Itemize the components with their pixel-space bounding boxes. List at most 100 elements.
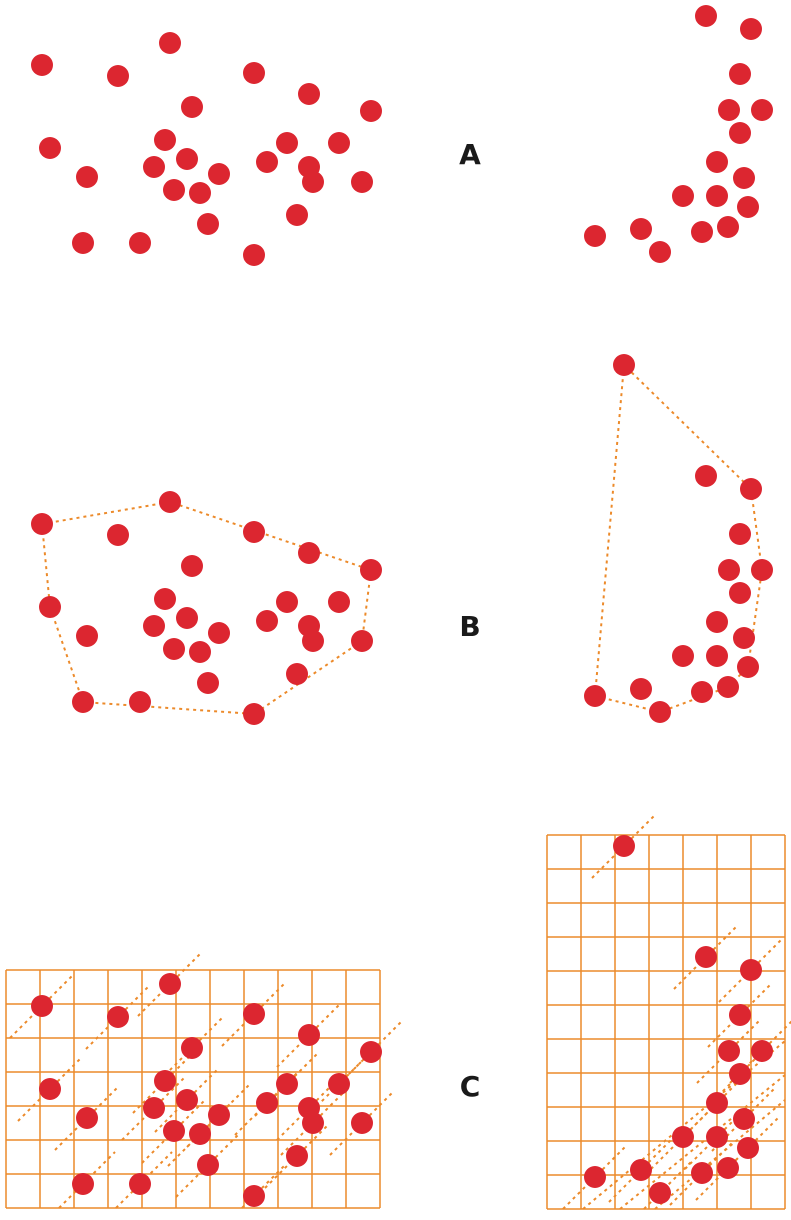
point-left-b xyxy=(159,491,181,513)
point-right-b xyxy=(613,354,635,376)
point-right-b xyxy=(737,656,759,678)
point-left-c xyxy=(208,1104,230,1126)
point-right-c xyxy=(706,1126,728,1148)
point-left-c xyxy=(328,1073,350,1095)
point-left-c xyxy=(197,1154,219,1176)
point-left-a xyxy=(351,171,373,193)
diagonal-connector xyxy=(620,1075,785,1209)
point-left-c xyxy=(276,1073,298,1095)
point-left-a xyxy=(286,204,308,226)
point-right-a xyxy=(672,185,694,207)
point-left-c xyxy=(351,1112,373,1134)
point-right-a xyxy=(718,99,740,121)
point-right-b xyxy=(584,685,606,707)
point-right-b xyxy=(717,676,739,698)
point-right-c xyxy=(691,1162,713,1184)
point-right-a xyxy=(706,151,728,173)
point-left-b xyxy=(129,691,151,713)
point-left-b xyxy=(181,555,203,577)
point-right-b xyxy=(729,582,751,604)
point-right-a xyxy=(737,196,759,218)
point-left-a xyxy=(181,96,203,118)
point-left-b xyxy=(107,524,129,546)
point-left-b xyxy=(176,607,198,629)
point-left-c xyxy=(176,1089,198,1111)
point-left-a xyxy=(159,32,181,54)
point-left-c xyxy=(302,1112,324,1134)
point-right-a xyxy=(649,241,671,263)
point-left-c xyxy=(189,1123,211,1145)
point-left-a xyxy=(176,148,198,170)
point-right-b xyxy=(672,645,694,667)
point-right-a xyxy=(729,122,751,144)
point-left-a xyxy=(72,232,94,254)
point-left-b xyxy=(276,591,298,613)
point-right-a xyxy=(717,216,739,238)
point-right-a xyxy=(751,99,773,121)
point-left-a xyxy=(302,171,324,193)
point-left-c xyxy=(181,1037,203,1059)
point-left-a xyxy=(76,166,98,188)
point-left-c xyxy=(39,1078,61,1100)
point-right-b xyxy=(718,559,740,581)
label-c: C xyxy=(460,1070,481,1103)
point-left-a xyxy=(154,129,176,151)
point-right-b xyxy=(751,559,773,581)
point-left-c xyxy=(154,1070,176,1092)
point-left-a xyxy=(243,62,265,84)
point-left-b xyxy=(197,672,219,694)
point-left-b xyxy=(328,591,350,613)
point-left-a xyxy=(256,151,278,173)
point-left-c xyxy=(143,1097,165,1119)
point-left-b xyxy=(154,588,176,610)
point-left-b xyxy=(39,596,61,618)
point-left-b xyxy=(298,542,320,564)
point-left-a xyxy=(163,179,185,201)
point-right-b xyxy=(733,627,755,649)
point-left-b xyxy=(302,630,324,652)
point-left-b xyxy=(72,691,94,713)
point-left-a xyxy=(189,182,211,204)
point-left-a xyxy=(360,100,382,122)
point-right-c xyxy=(733,1108,755,1130)
point-left-c xyxy=(107,1006,129,1028)
point-left-c xyxy=(243,1185,265,1207)
point-right-b xyxy=(691,681,713,703)
point-left-c xyxy=(159,973,181,995)
point-right-b xyxy=(695,465,717,487)
diagonal-connector xyxy=(655,1100,785,1209)
point-left-a xyxy=(143,156,165,178)
point-left-c xyxy=(163,1120,185,1142)
point-right-a xyxy=(729,63,751,85)
point-right-a xyxy=(695,5,717,27)
point-right-c xyxy=(613,835,635,857)
point-left-b xyxy=(76,625,98,647)
point-right-c xyxy=(729,1063,751,1085)
point-right-b xyxy=(706,611,728,633)
point-left-c xyxy=(31,995,53,1017)
point-left-b xyxy=(208,622,230,644)
point-left-b xyxy=(286,663,308,685)
panel-c-grid-overlay xyxy=(6,814,791,1209)
label-b: B xyxy=(459,610,480,643)
point-left-a xyxy=(298,83,320,105)
point-left-c xyxy=(256,1092,278,1114)
point-left-c xyxy=(129,1173,151,1195)
point-left-a xyxy=(31,54,53,76)
point-right-c xyxy=(584,1166,606,1188)
point-right-a xyxy=(706,185,728,207)
point-left-c xyxy=(360,1041,382,1063)
point-left-c xyxy=(286,1145,308,1167)
point-right-c xyxy=(751,1040,773,1062)
point-right-c xyxy=(672,1126,694,1148)
point-right-c xyxy=(706,1092,728,1114)
point-left-b xyxy=(189,641,211,663)
point-left-a xyxy=(197,213,219,235)
point-right-c xyxy=(630,1159,652,1181)
point-left-a xyxy=(243,244,265,266)
point-right-c xyxy=(695,946,717,968)
point-right-a xyxy=(740,18,762,40)
point-right-c xyxy=(737,1137,759,1159)
point-left-b xyxy=(243,521,265,543)
